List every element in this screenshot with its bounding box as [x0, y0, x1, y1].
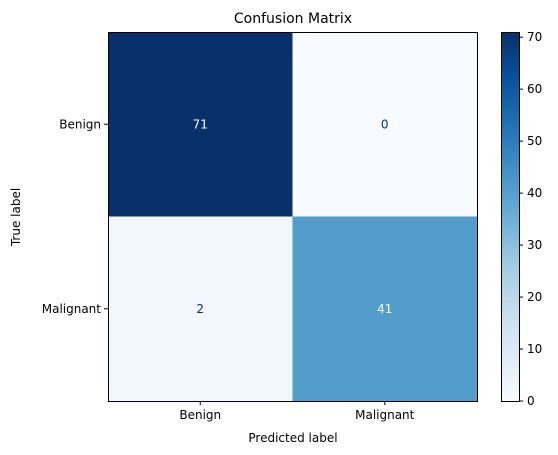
x-tick-label: Malignant	[355, 408, 415, 422]
cell-value-label: 41	[377, 302, 392, 316]
colorbar-tick-label: 20	[527, 290, 542, 304]
heatmap-cell	[292, 216, 477, 401]
colorbar-tick-label: 10	[527, 342, 542, 356]
x-tick-label: Benign	[179, 408, 221, 422]
cell-value-labels: 71 0 2 41	[193, 117, 393, 316]
colorbar-tick-label: 50	[527, 134, 542, 148]
heatmap-cells	[108, 32, 477, 401]
y-tick-label: Benign	[59, 117, 101, 131]
chart-title: Confusion Matrix	[234, 11, 352, 27]
colorbar-tick-label: 60	[527, 82, 542, 96]
y-axis-label: True label	[9, 188, 23, 247]
colorbar	[501, 32, 519, 401]
heatmap-cell	[292, 32, 477, 217]
colorbar-ticks: 0 10 20 30 40 50 60 70	[519, 30, 542, 408]
x-axis-ticks: Benign Malignant	[179, 401, 415, 422]
cell-value-label: 0	[381, 117, 389, 131]
colorbar-frame	[501, 32, 520, 402]
colorbar-tick-label: 0	[527, 394, 535, 408]
heatmap-cell	[108, 216, 293, 401]
x-axis-label: Predicted label	[248, 431, 337, 445]
heatmap-cell	[108, 32, 293, 217]
cell-value-label: 2	[196, 302, 204, 316]
cell-value-label: 71	[193, 117, 208, 131]
colorbar-tick-label: 70	[527, 30, 542, 44]
plot-frame	[108, 32, 478, 402]
colorbar-tick-label: 30	[527, 238, 542, 252]
colorbar-tick-label: 40	[527, 186, 542, 200]
y-axis-ticks: Benign Malignant	[42, 117, 108, 316]
y-tick-label: Malignant	[42, 302, 102, 316]
